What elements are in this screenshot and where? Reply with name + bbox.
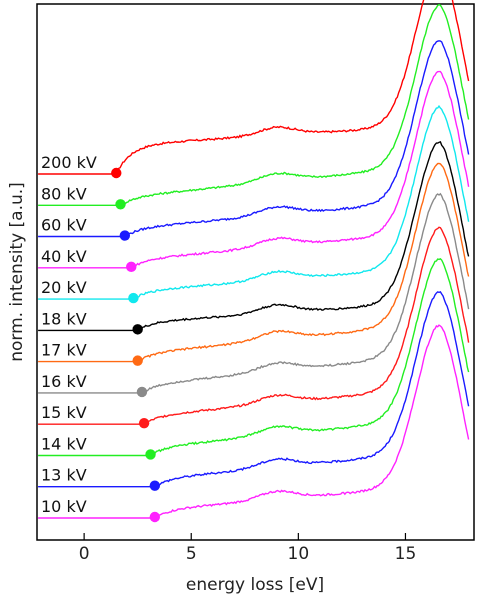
onset-marker-10-kv xyxy=(149,511,161,523)
series-label-18-kv: 18 kV xyxy=(41,309,87,328)
x-tick-label-0: 0 xyxy=(79,544,90,564)
onset-marker-14-kv xyxy=(145,449,156,460)
series-line-200-kv xyxy=(38,0,470,175)
series-line-60-kv xyxy=(38,40,470,238)
series-label-13-kv: 13 kV xyxy=(41,466,87,485)
onset-marker-60-kv xyxy=(119,230,131,241)
series-line-16-kv xyxy=(38,192,470,394)
plot-frame xyxy=(36,3,475,541)
x-tick-label-5: 5 xyxy=(186,544,197,564)
series-label-10-kv: 10 kV xyxy=(41,497,87,516)
series-group: 200 kV 80 kV 60 kV 40 kV 20 kV 18 kV 17 kV 16 k… xyxy=(38,0,470,523)
series-line-15-kv xyxy=(38,226,470,425)
onset-marker-17-kv xyxy=(132,355,143,366)
x-axis-title: energy loss [eV] xyxy=(186,575,324,595)
series-line-14-kv xyxy=(38,257,470,457)
onset-marker-15-kv xyxy=(138,417,150,429)
series-line-18-kv xyxy=(38,141,470,332)
series-label-60-kv: 60 kV xyxy=(41,216,87,235)
series-label-20-kv: 20 kV xyxy=(41,278,87,297)
onset-marker-80-kv xyxy=(115,199,126,210)
onset-marker-20-kv xyxy=(128,292,139,304)
series-label-14-kv: 14 kV xyxy=(41,434,87,453)
x-tick-label-10: 10 xyxy=(288,544,310,564)
series-label-17-kv: 17 kV xyxy=(41,341,87,360)
series-line-80-kv xyxy=(38,3,470,207)
series-label-15-kv: 15 kV xyxy=(41,403,87,422)
series-label-16-kv: 16 kV xyxy=(41,372,87,391)
onset-marker-13-kv xyxy=(149,480,161,491)
x-tick-label-15: 15 xyxy=(395,544,417,564)
onset-marker-40-kv xyxy=(126,261,137,273)
series-line-20-kv xyxy=(38,104,470,300)
series-label-40-kv: 40 kV xyxy=(41,247,87,266)
x-axis: 0 5 10 15 xyxy=(79,533,417,564)
series-line-17-kv xyxy=(38,162,470,363)
onset-marker-200-kv xyxy=(111,167,122,179)
onset-marker-16-kv xyxy=(136,386,148,398)
series-line-40-kv xyxy=(38,70,470,269)
series-line-10-kv xyxy=(38,324,470,519)
series-line-13-kv xyxy=(38,291,470,488)
y-axis-title: norm. intensity [a.u.] xyxy=(7,182,27,362)
onset-marker-18-kv xyxy=(132,324,143,335)
series-label-80-kv: 80 kV xyxy=(41,184,87,203)
series-label-200-kv: 200 kV xyxy=(41,153,97,172)
